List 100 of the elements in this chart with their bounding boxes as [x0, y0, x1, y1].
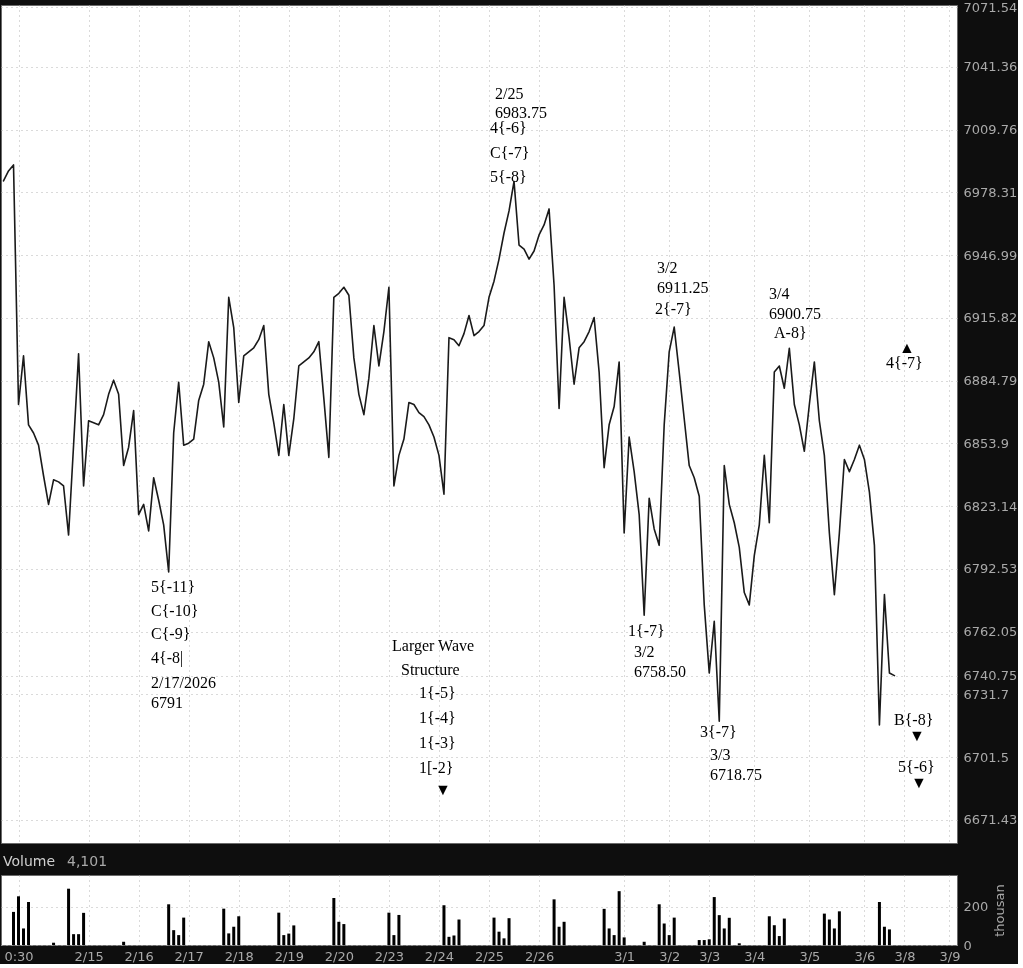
bar: [722, 928, 726, 945]
bar: [232, 926, 236, 945]
annotation: 5{-6}: [898, 758, 935, 775]
annotation: Larger Wave: [392, 637, 475, 655]
annotation: C{-9}: [151, 625, 191, 642]
bar: [672, 917, 676, 945]
bar: [777, 936, 781, 945]
annotation: 2{-7}: [655, 300, 692, 317]
bar: [387, 912, 391, 945]
y-tick-label: 6731.7: [963, 686, 1009, 702]
annotation: 1{-3}: [419, 734, 456, 751]
annotation: A-8}: [774, 324, 807, 341]
bar: [712, 897, 716, 945]
bar: [767, 916, 771, 945]
bar: [822, 913, 826, 945]
bar: [332, 898, 336, 945]
x-tick-label: 3/4: [744, 948, 766, 964]
bar: [612, 935, 616, 945]
text: 4,101: [67, 853, 108, 869]
bar: [77, 934, 81, 945]
bar: [657, 904, 661, 945]
annotation: ▼: [435, 781, 451, 798]
y-tick-label: 6671.43: [963, 812, 1018, 828]
x-tick-label: 2/15: [74, 948, 104, 964]
x-tick-label: 2/20: [324, 948, 354, 964]
bar: [642, 941, 646, 945]
bar: [342, 924, 346, 945]
annotation: 6791: [151, 694, 183, 711]
x-tick-label: 2/19: [274, 948, 304, 964]
bar: [887, 929, 891, 945]
bar: [667, 935, 671, 945]
y-tick-label: 7071.54: [963, 0, 1018, 15]
bar: [177, 935, 181, 945]
annotation: C{-7}: [490, 144, 530, 161]
bar: [277, 912, 281, 945]
annotation: C{-10}: [151, 602, 199, 619]
bar: [507, 918, 511, 945]
annotation: 4{-8|: [151, 649, 184, 667]
bar: [837, 911, 841, 945]
bar: [702, 940, 706, 945]
bar: [122, 941, 126, 945]
annotation: 4{-6}: [490, 119, 527, 136]
bar: [182, 917, 186, 945]
x-tick-label: 3/1: [614, 948, 636, 964]
bar: [882, 926, 886, 945]
annotation: ▼: [909, 727, 925, 744]
annotation: B{-8}: [894, 711, 934, 728]
bar: [662, 923, 666, 945]
bar: [27, 902, 31, 945]
bar: [452, 935, 456, 945]
annotation: 2/25: [495, 85, 524, 102]
x-tick-label: 3/5: [799, 948, 821, 964]
bar: [442, 905, 446, 945]
y-tick-label: 6740.75: [963, 668, 1018, 684]
y-tick-label: 6884.79: [963, 373, 1018, 389]
annotation: 6718.75: [710, 766, 762, 783]
bar: [492, 917, 496, 945]
x-tick-label: 2/24: [424, 948, 455, 964]
y-tick-label: 6762.05: [963, 624, 1018, 640]
bar: [697, 940, 701, 945]
annotation: 5{-8}: [490, 168, 527, 185]
bar: [292, 925, 296, 945]
y-tick-label: 6915.82: [963, 310, 1018, 326]
annotation: 5{-11}: [151, 578, 196, 595]
x-tick-label: 2/23: [374, 948, 405, 964]
x-tick-label: 2/26: [524, 948, 555, 964]
y-tick-label: 6823.14: [963, 498, 1018, 514]
bar: [717, 915, 721, 945]
bar: [502, 938, 506, 945]
x-tick-label: 2/17: [174, 948, 204, 964]
y-tick-label: 6978.31: [963, 184, 1018, 200]
x-tick-label: 2/18: [224, 948, 254, 964]
annotation: 4{-7}: [886, 354, 923, 371]
bar: [337, 921, 341, 945]
annotation: 3/4: [769, 285, 790, 302]
annotation: 1{-7}: [628, 622, 665, 639]
bar: [17, 896, 21, 945]
chart-title: Volume: [3, 853, 56, 869]
bar: [82, 912, 86, 945]
bar: [167, 904, 171, 945]
bar: [392, 935, 396, 945]
x-tick-label: 0:30: [4, 948, 34, 964]
bar: [562, 921, 566, 945]
annotation: 1[-2}: [419, 759, 454, 776]
bar: [222, 908, 226, 945]
bar: [602, 908, 606, 945]
bar: [832, 928, 836, 945]
y-tick-label: 7009.76: [963, 122, 1018, 138]
y-tick-label: 6853.9: [963, 435, 1009, 451]
annotation: 1{-4}: [419, 709, 456, 726]
bar: [72, 934, 76, 945]
annotation: 6900.75: [769, 305, 821, 322]
annotation: Structure: [401, 661, 460, 678]
bar: [877, 902, 881, 945]
bar: [172, 930, 176, 945]
x-tick-label: 3/2: [659, 948, 681, 964]
bar: [457, 919, 461, 945]
x-tick-label: 3/9: [939, 948, 961, 964]
annotation: 3/2: [657, 259, 678, 276]
bar: [237, 916, 241, 945]
